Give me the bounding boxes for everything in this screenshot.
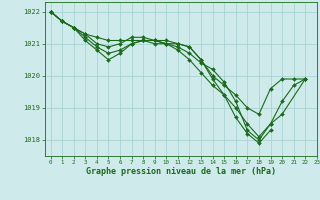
X-axis label: Graphe pression niveau de la mer (hPa): Graphe pression niveau de la mer (hPa) <box>86 167 276 176</box>
